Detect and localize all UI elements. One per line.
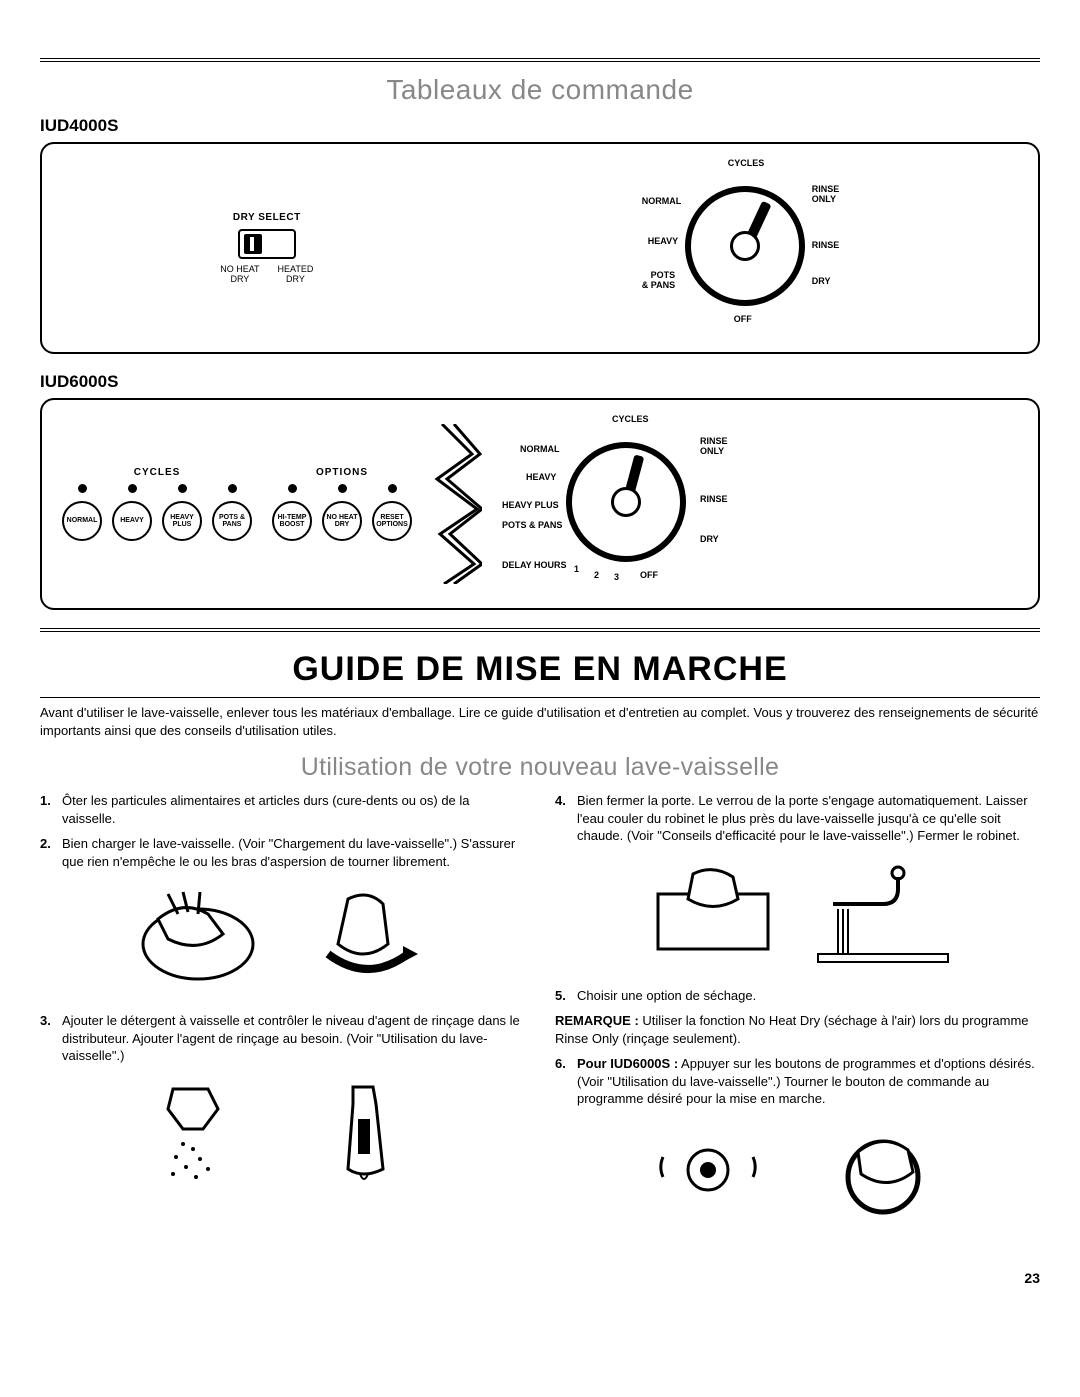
cycle-dial[interactable] [685, 186, 805, 306]
rinse-label: RINSE [812, 240, 840, 250]
heavy-button[interactable]: HEAVY [112, 501, 152, 541]
led-dot [178, 484, 187, 493]
step-2: 2.Bien charger le lave-vaisselle. (Voir … [40, 835, 525, 870]
cycles-label: CYCLES [728, 158, 765, 168]
model-1-label: IUD4000S [40, 116, 1040, 136]
normal-label-2: NORMAL [520, 444, 560, 454]
panel-break-icon [432, 424, 482, 584]
sub-title: Utilisation de votre nouveau lave-vaisse… [40, 753, 1040, 782]
panel-iud6000s: CYCLES NORMAL HEAVY HEAVY PLUS POTS & PA… [40, 398, 1040, 610]
rinse-aid-icon [298, 1079, 438, 1189]
intro-paragraph: Avant d'utiliser le lave-vaisselle, enle… [40, 704, 1040, 739]
step-6: 6. Pour IUD6000S : Appuyer sur les bouto… [555, 1055, 1040, 1108]
off-label: OFF [734, 314, 752, 324]
normal-button[interactable]: NORMAL [62, 501, 102, 541]
dry-label-2: DRY [700, 534, 719, 544]
pots-label-2: POTS & PANS [502, 520, 562, 530]
step-4: 4.Bien fermer la porte. Le verrou de la … [555, 792, 1040, 845]
normal-label: NORMAL [642, 196, 682, 206]
step-3: 3.Ajouter le détergent à vaisselle et co… [40, 1012, 525, 1065]
led-dot [128, 484, 137, 493]
heavy-label-2: HEAVY [526, 472, 556, 482]
load-dishwasher-icon [298, 884, 438, 994]
delay-1: 1 [574, 564, 579, 574]
press-button-icon [643, 1122, 783, 1232]
options-button-group: OPTIONS HI-TEMP BOOST NO HEAT DRY RESET … [272, 467, 412, 541]
left-column: 1.Ôter les particules alimentaires et ar… [40, 792, 525, 1250]
pots-label: POTS & PANS [642, 270, 675, 290]
cycle-dial-wrap-2: CYCLES NORMAL HEAVY HEAVY PLUS POTS & PA… [502, 414, 762, 594]
reset-button[interactable]: RESET OPTIONS [372, 501, 412, 541]
heavy-plus-button[interactable]: HEAVY PLUS [162, 501, 202, 541]
pots-pans-button[interactable]: POTS & PANS [212, 501, 252, 541]
cycles-label-2: CYCLES [612, 414, 649, 424]
right-column: 4.Bien fermer la porte. Le verrou de la … [555, 792, 1040, 1250]
dry-select-label: DRY SELECT [220, 212, 313, 223]
dry-select-block: DRY SELECT NO HEAT DRY HEATED DRY [220, 212, 313, 285]
panel-iud4000s: DRY SELECT NO HEAT DRY HEATED DRY CYCLES… [40, 142, 1040, 354]
led-dot [338, 484, 347, 493]
off-label-2: OFF [640, 570, 658, 580]
led-dot [78, 484, 87, 493]
led-dot [228, 484, 237, 493]
led-dot [388, 484, 397, 493]
model-2-label: IUD6000S [40, 372, 1040, 392]
heavy-label: HEAVY [648, 236, 678, 246]
options-group-title: OPTIONS [272, 467, 412, 478]
cycles-button-group: CYCLES NORMAL HEAVY HEAVY PLUS POTS & PA… [62, 467, 252, 541]
title-underline [40, 697, 1040, 698]
cycles-group-title: CYCLES [62, 467, 252, 478]
step-5: 5.Choisir une option de séchage. [555, 987, 1040, 1005]
heavyplus-label: HEAVY PLUS [502, 500, 559, 510]
rinse-label-2: RINSE [700, 494, 728, 504]
no-heat-dry-label: NO HEAT DRY [220, 265, 259, 285]
turn-dial-icon [813, 1122, 953, 1232]
heated-dry-label: HEATED DRY [278, 265, 314, 285]
scrape-food-icon [128, 884, 268, 994]
steps-columns: 1.Ôter les particules alimentaires et ar… [40, 792, 1040, 1250]
rinse-only-label-2: RINSE ONLY [700, 436, 728, 456]
cycle-dial-wrap: CYCLES NORMAL HEAVY POTS & PANS OFF DRY … [630, 158, 860, 338]
page-number: 23 [40, 1270, 1040, 1286]
section-title: Tableaux de commande [40, 74, 1040, 106]
delay-2: 2 [594, 570, 599, 580]
run-water-icon [813, 859, 953, 969]
mid-rule [40, 628, 1040, 632]
add-detergent-icon [128, 1079, 268, 1189]
dry-label: DRY [812, 276, 831, 286]
delay-3: 3 [614, 572, 619, 582]
dry-rocker-switch[interactable] [238, 229, 296, 259]
top-rule [40, 58, 1040, 62]
step-1: 1.Ôter les particules alimentaires et ar… [40, 792, 525, 827]
hitemp-button[interactable]: HI-TEMP BOOST [272, 501, 312, 541]
guide-title: GUIDE DE MISE EN MARCHE [40, 650, 1040, 689]
remark: REMARQUE : Utiliser la fonction No Heat … [555, 1012, 1040, 1047]
cycle-dial-2[interactable] [566, 442, 686, 562]
delay-label: DELAY HOURS [502, 560, 567, 570]
rinse-only-label: RINSE ONLY [812, 184, 840, 204]
noheat-button[interactable]: NO HEAT DRY [322, 501, 362, 541]
led-dot [288, 484, 297, 493]
close-door-icon [643, 859, 783, 969]
